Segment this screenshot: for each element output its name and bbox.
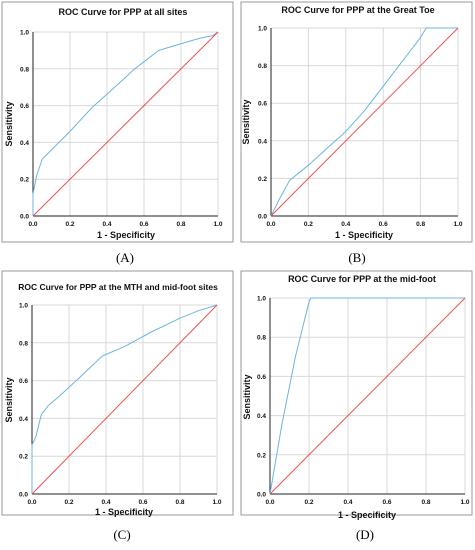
y-tick-label: 0.2 [19, 454, 28, 461]
y-tick-label: 0.6 [20, 103, 29, 110]
y-tick-label: 0.8 [258, 63, 267, 70]
roc-curve-line [32, 31, 219, 216]
y-tick-label: 0.8 [20, 66, 29, 73]
x-tick-label: 0.0 [27, 499, 36, 506]
x-tick-label: 1.0 [213, 221, 222, 228]
x-tick-label: 0.8 [176, 221, 185, 228]
x-tick-label: 0.2 [304, 499, 313, 506]
panel-d-frame [240, 270, 473, 516]
x-axis-label: 1 - Specificity [95, 507, 153, 517]
x-tick-label: 1.0 [453, 221, 462, 228]
y-tick-label: 0.2 [20, 177, 29, 184]
x-tick-label: 0.4 [101, 499, 110, 506]
x-tick-label: 0.4 [343, 499, 352, 506]
panel-a-frame [1, 1, 234, 243]
x-tick-label: 0.2 [304, 221, 313, 228]
x-tick-label: 1.0 [460, 499, 469, 506]
panel-label-b: (B) [348, 250, 366, 265]
y-tick-label: 0.2 [258, 176, 267, 183]
x-tick-label: 0.4 [341, 221, 350, 228]
y-tick-label: 0.0 [19, 492, 28, 499]
reference-line [270, 27, 459, 217]
panel-c: ROC Curve for PPP at the MTH and mid-foo… [1, 270, 234, 517]
plot-area-b: 0.0 0.2 0.4 0.6 0.8 1.0 0.0 0.2 0.4 0.6 0.8 1.0 [258, 26, 463, 229]
panel-d: ROC Curve for PPP at the mid-foot 1 - Sp… [240, 270, 473, 520]
y-tick-label: 0.6 [19, 378, 28, 385]
y-tick-label: 0.4 [258, 138, 267, 145]
reference-line [269, 297, 466, 495]
chart-title: ROC Curve for PPP at all sites [59, 7, 188, 17]
y-tick-label: 0.4 [19, 416, 28, 423]
panel-b-frame [240, 1, 473, 243]
x-tick-label: 0.2 [65, 221, 74, 228]
plot-area-d: 0.0 0.2 0.4 0.6 0.8 1.0 0.0 0.2 0.4 0.6 0.8 1.0 [257, 296, 470, 507]
y-tick-label: 0.4 [20, 140, 29, 147]
y-tick-label: 1.0 [258, 26, 267, 33]
y-tick-label: 1.0 [20, 30, 29, 37]
panel-label-c: (C) [113, 527, 131, 542]
x-tick-label: 0.6 [379, 221, 388, 228]
y-tick-label: 0.8 [19, 340, 28, 347]
y-tick-label: 0.0 [258, 214, 267, 221]
chart-title: ROC Curve for PPP at the mid-foot [288, 274, 436, 284]
panel-c-frame [1, 270, 234, 516]
x-tick-label: 0.0 [28, 221, 37, 228]
x-tick-label: 0.0 [266, 221, 275, 228]
y-tick-label: 0.8 [257, 335, 266, 342]
chart-title: ROC Curve for PPP at the MTH and mid-foo… [18, 282, 218, 292]
plot-area-a: 0.0 0.2 0.4 0.6 0.8 1.0 0.0 0.2 0.4 0.6 0.8 1.0 [20, 30, 223, 229]
x-tick-label: 0.6 [138, 499, 147, 506]
panel-label-a: (A) [115, 250, 135, 265]
plot-area-c: 0.0 0.2 0.4 0.6 0.8 1.0 0.0 0.2 0.4 0.6 0.8 1.0 [19, 303, 222, 507]
y-tick-label: 0.2 [257, 452, 266, 459]
y-tick-label: 0.6 [257, 374, 266, 381]
x-tick-label: 1.0 [212, 499, 221, 506]
reference-line [31, 304, 218, 495]
reference-line [32, 31, 219, 217]
y-tick-label: 0.0 [257, 492, 266, 499]
panel-label-d: (D) [355, 527, 375, 542]
y-tick-label: 1.0 [257, 296, 266, 303]
panel-b: ROC Curve for PPP at the Great Toe 1 - S… [240, 1, 473, 243]
x-axis-label: 1 - Specificity [97, 230, 155, 240]
chart-title: ROC Curve for PPP at the Great Toe [281, 5, 434, 15]
x-tick-label: 0.4 [102, 221, 111, 228]
x-tick-label: 0.6 [139, 221, 148, 228]
y-axis-label: Sensitivity [241, 99, 251, 144]
y-axis-label: Sensitivity [4, 101, 14, 146]
roc-curve-line [31, 304, 218, 494]
roc-curve-line [269, 297, 465, 495]
y-tick-label: 0.4 [257, 413, 266, 420]
x-tick-label: 0.8 [416, 221, 425, 228]
x-tick-label: 0.2 [64, 499, 73, 506]
x-tick-label: 0.8 [421, 499, 430, 506]
x-axis-label: 1 - Specificity [338, 510, 396, 520]
x-axis-label: 1 - Specificity [335, 230, 393, 240]
y-axis-label: Sensitivity [242, 374, 252, 419]
x-tick-label: 0.0 [265, 499, 274, 506]
y-axis-label: Sensitivity [4, 377, 14, 422]
y-tick-label: 1.0 [19, 303, 28, 310]
y-tick-label: 0.0 [20, 214, 29, 221]
x-tick-label: 0.8 [175, 499, 184, 506]
y-tick-label: 0.6 [258, 101, 267, 108]
roc-curve-line [270, 27, 458, 217]
panel-a: ROC Curve for PPP at all sites 1 - Speci… [1, 1, 234, 243]
x-tick-label: 0.6 [382, 499, 391, 506]
